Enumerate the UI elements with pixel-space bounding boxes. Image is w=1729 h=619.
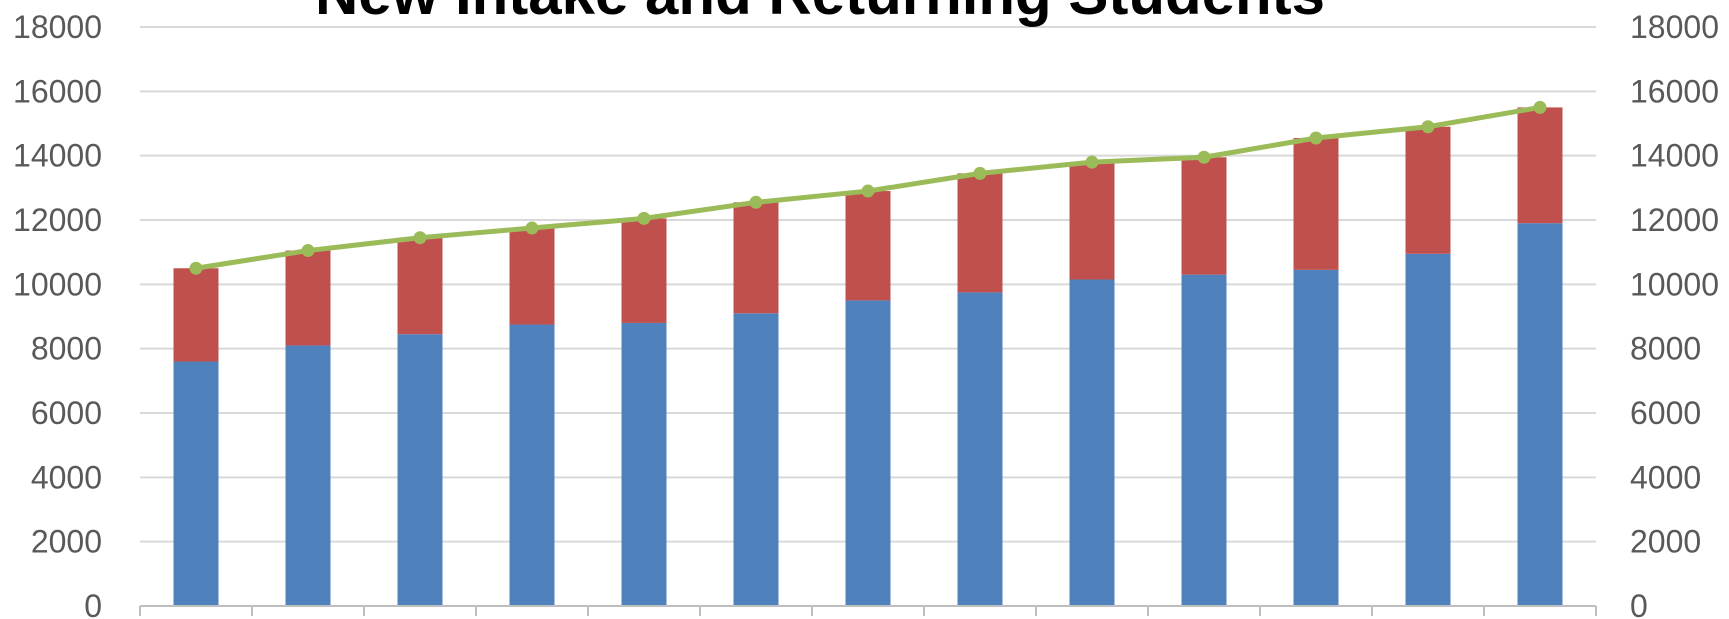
secondary-y-tick-label: 8000	[1630, 331, 1701, 367]
y-tick-label: 6000	[31, 395, 102, 431]
y-tick-label: 14000	[13, 138, 102, 174]
bar-segment-upper	[1181, 157, 1227, 275]
bar-segment-lower	[621, 322, 667, 606]
line-point	[637, 211, 651, 225]
y-tick-label: 10000	[13, 266, 102, 302]
secondary-y-tick-label: 4000	[1630, 459, 1701, 495]
line-point	[861, 184, 875, 198]
bar-segment-lower	[1517, 223, 1563, 606]
bar-segment-lower	[1181, 274, 1227, 606]
line-point	[301, 244, 315, 258]
line-point	[413, 231, 427, 245]
line-point	[525, 221, 539, 235]
bar-segment-lower	[509, 324, 555, 606]
y-tick-label: 16000	[13, 73, 102, 109]
bar-segment-upper	[509, 228, 555, 325]
secondary-y-tick-label: 10000	[1630, 266, 1719, 302]
line-point	[189, 261, 203, 275]
y-tick-label: 12000	[13, 202, 102, 238]
bar-segment-upper	[1517, 107, 1563, 224]
bar-segment-upper	[1405, 126, 1451, 254]
line-point	[973, 166, 987, 180]
line-series	[189, 100, 1547, 275]
line-point	[1533, 100, 1547, 114]
chart-title: New Intake and Returning Students	[315, 0, 1325, 27]
y-tick-label: 8000	[31, 331, 102, 367]
bar-segment-upper	[733, 202, 779, 314]
line-point	[1197, 150, 1211, 164]
bar-segment-lower	[285, 345, 331, 606]
bar-segment-upper	[397, 237, 443, 335]
bar-segment-lower	[1069, 279, 1115, 606]
bar-segment-lower	[845, 300, 891, 606]
bar-segment-lower	[173, 361, 219, 606]
bars	[173, 107, 1563, 606]
bar-segment-upper	[845, 191, 891, 301]
bar-segment-lower	[1293, 269, 1339, 606]
bar-segment-upper	[173, 268, 219, 362]
bar-segment-upper	[285, 250, 331, 346]
line-point	[749, 195, 763, 209]
axes: 0 2000 4000 6000 8000 10000 12000 14000 16000 180…	[13, 9, 1719, 619]
bar-segment-upper	[621, 218, 667, 323]
line-point	[1421, 120, 1435, 134]
y-tick-label: 4000	[31, 459, 102, 495]
secondary-y-tick-label: 16000	[1630, 73, 1719, 109]
y-tick-label: 18000	[13, 9, 102, 45]
secondary-y-tick-label: 0	[1630, 588, 1648, 619]
bar-segment-lower	[1405, 253, 1451, 606]
bar-segment-lower	[957, 292, 1003, 606]
y-tick-label: 2000	[31, 524, 102, 560]
secondary-y-tick-label: 12000	[1630, 202, 1719, 238]
bar-segment-upper	[1293, 137, 1339, 270]
secondary-y-tick-label: 6000	[1630, 395, 1701, 431]
line-point	[1085, 155, 1099, 169]
bar-segment-upper	[957, 173, 1003, 293]
secondary-y-tick-label: 2000	[1630, 524, 1701, 560]
bar-segment-lower	[397, 334, 443, 606]
line-point	[1309, 131, 1323, 145]
bar-segment-upper	[1069, 162, 1115, 280]
secondary-y-tick-label: 18000	[1630, 9, 1719, 45]
bar-segment-lower	[733, 313, 779, 606]
y-tick-label: 0	[84, 588, 102, 619]
secondary-y-tick-label: 14000	[1630, 138, 1719, 174]
